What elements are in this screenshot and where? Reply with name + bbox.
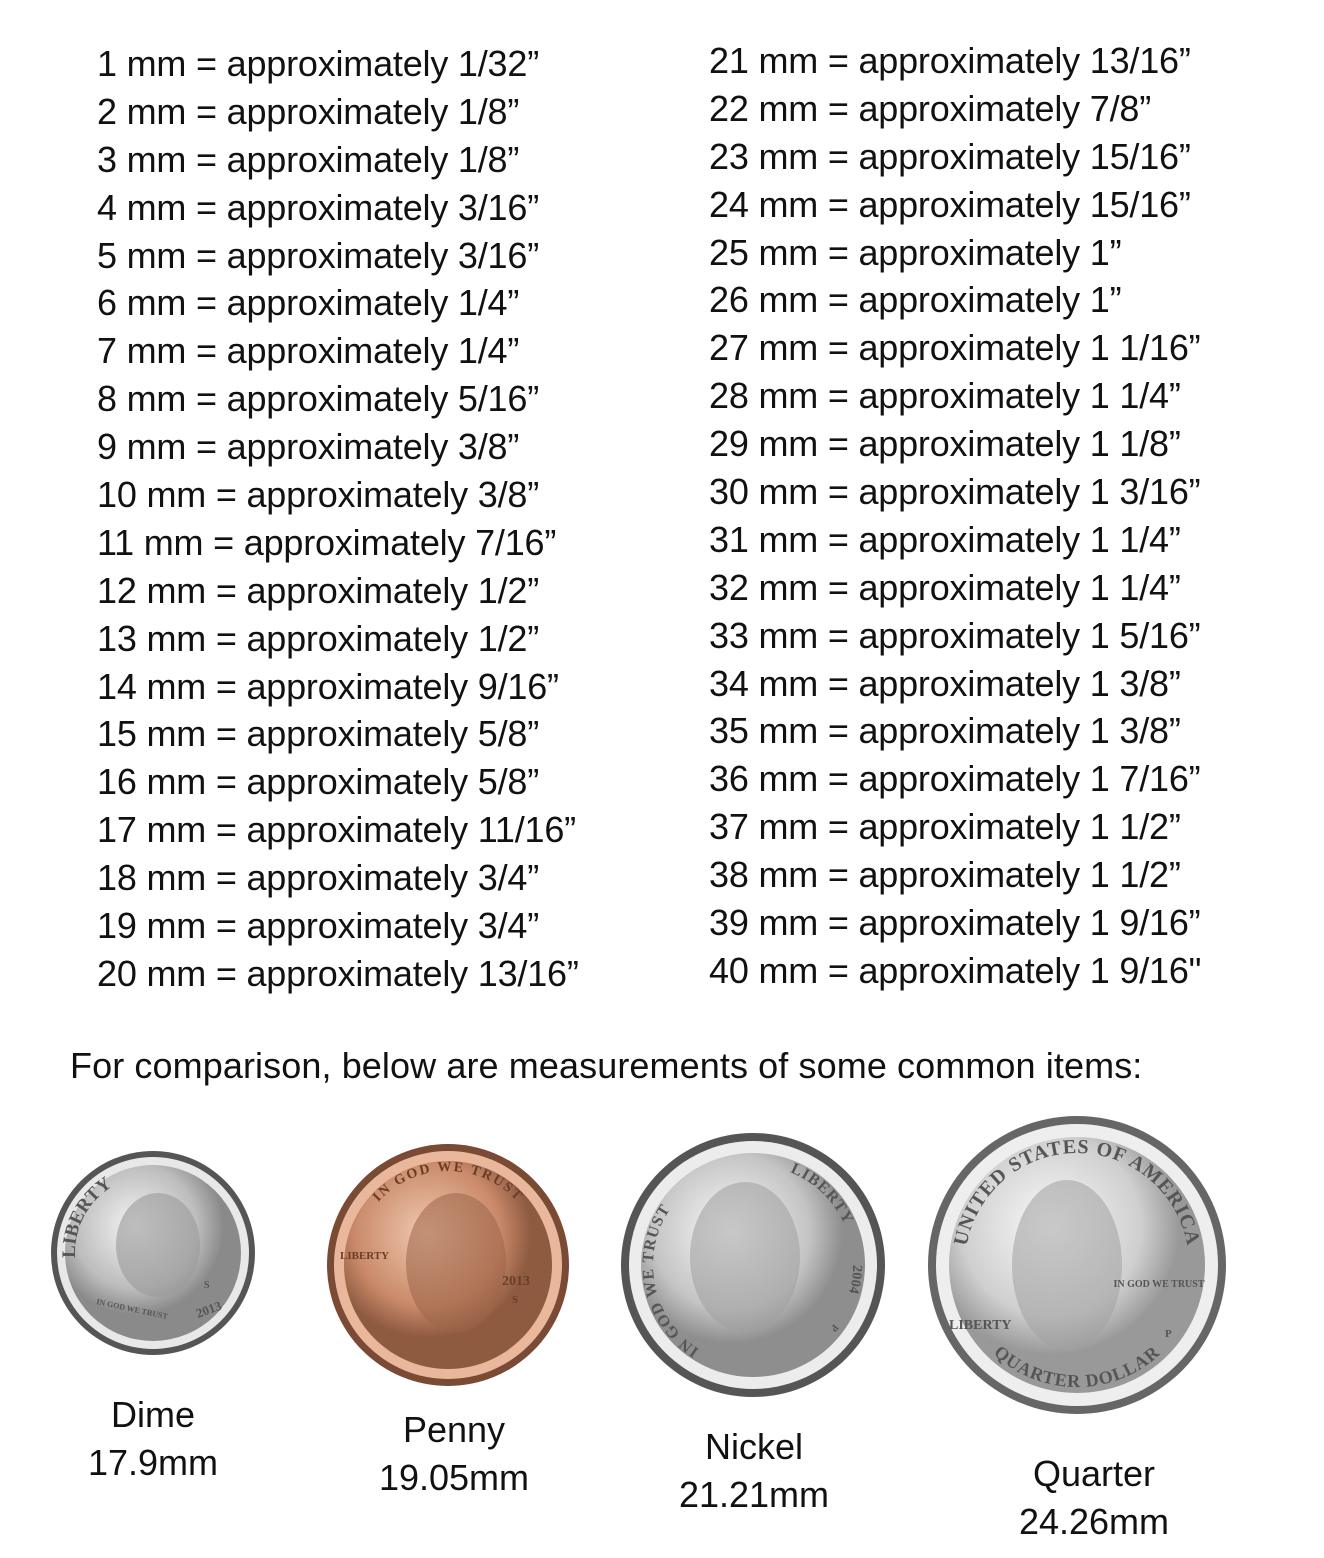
conversion-row: 17 mm = approximately 11/16” <box>97 809 576 851</box>
conversion-row: 14 mm = approximately 9/16” <box>97 665 559 707</box>
quarter-liberty-inscription: LIBERTY <box>949 1318 1012 1333</box>
conversion-list-right: 21 mm = approximately 13/16” 22 mm = appr… <box>709 37 1201 995</box>
conversion-row: 33 mm = approximately 1 5/16” <box>709 614 1201 656</box>
conversion-row: 13 mm = approximately 1/2” <box>97 617 539 659</box>
conversion-row: 25 mm = approximately 1” <box>709 231 1122 273</box>
quarter-motto-inscription: IN GOD WE TRUST <box>1113 1279 1204 1290</box>
comparison-heading: For comparison, below are measurements o… <box>70 1045 1143 1086</box>
conversion-row: 22 mm = approximately 7/8” <box>709 87 1151 129</box>
quarter-mint-mark: P <box>1165 1328 1172 1340</box>
conversion-row: 28 mm = approximately 1 1/4” <box>709 375 1181 417</box>
penny-image: IN GOD WE TRUST LIBERTY 2013 S <box>326 1143 570 1387</box>
conversion-row: 19 mm = approximately 3/4” <box>97 905 539 947</box>
coin-name: Nickel <box>704 1426 803 1467</box>
conversion-row: 16 mm = approximately 5/8” <box>97 761 539 803</box>
nickel-mint-mark: P <box>828 1322 840 1334</box>
conversion-row: 35 mm = approximately 1 3/8” <box>709 710 1181 752</box>
dime-mint-mark: S <box>204 1280 210 1291</box>
conversion-row: 15 mm = approximately 5/8” <box>97 713 539 755</box>
coin-size: 24.26mm <box>1018 1501 1170 1542</box>
penny-liberty-inscription: LIBERTY <box>340 1250 389 1262</box>
conversion-row: 39 mm = approximately 1 9/16” <box>709 902 1201 944</box>
conversion-row: 37 mm = approximately 1 1/2” <box>709 806 1181 848</box>
conversion-row: 32 mm = approximately 1 1/4” <box>709 566 1181 608</box>
conversion-row: 23 mm = approximately 15/16” <box>709 135 1191 177</box>
conversion-row: 31 mm = approximately 1 1/4” <box>709 518 1181 560</box>
conversion-row: 24 mm = approximately 15/16” <box>709 183 1191 225</box>
penny-mint-mark: S <box>512 1294 518 1306</box>
coin-name: Quarter <box>1032 1453 1156 1494</box>
conversion-row: 29 mm = approximately 1 1/8” <box>709 423 1181 465</box>
conversion-row: 9 mm = approximately 3/8” <box>97 426 520 468</box>
conversion-row: 5 mm = approximately 3/16” <box>97 234 539 276</box>
conversion-row: 3 mm = approximately 1/8” <box>97 138 520 180</box>
coin-name: Penny <box>402 1409 506 1450</box>
conversion-row: 2 mm = approximately 1/8” <box>97 90 520 132</box>
conversion-row: 10 mm = approximately 3/8” <box>97 474 539 516</box>
coin-size: 19.05mm <box>378 1457 530 1498</box>
quarter-image: UNITED STATES OF AMERICA IN GOD WE TRUST… <box>927 1115 1227 1415</box>
dime-label: Dime 17.9mm <box>3 1391 303 1487</box>
coin-size: 17.9mm <box>87 1442 219 1483</box>
coin-name: Dime <box>110 1394 195 1435</box>
conversion-list-left: 1 mm = approximately 1/32” 2 mm = approxi… <box>97 40 579 998</box>
conversion-row: 30 mm = approximately 1 3/16” <box>709 471 1201 513</box>
conversion-row: 38 mm = approximately 1 1/2” <box>709 854 1181 896</box>
conversion-row: 8 mm = approximately 5/16” <box>97 378 539 420</box>
conversion-row: 1 mm = approximately 1/32” <box>97 43 539 84</box>
penny-year: 2013 <box>502 1274 530 1289</box>
conversion-row: 4 mm = approximately 3/16” <box>97 186 539 228</box>
coin-size: 21.21mm <box>678 1474 830 1515</box>
conversion-row: 36 mm = approximately 1 7/16” <box>709 758 1201 800</box>
conversion-row: 11 mm = approximately 7/16” <box>97 521 557 563</box>
conversion-row: 21 mm = approximately 13/16” <box>709 40 1191 81</box>
conversion-row: 34 mm = approximately 1 3/8” <box>709 662 1181 704</box>
penny-label: Penny 19.05mm <box>304 1406 604 1502</box>
conversion-row: 7 mm = approximately 1/4” <box>97 330 520 372</box>
conversion-row: 18 mm = approximately 3/4” <box>97 857 539 899</box>
nickel-image: IN GOD WE TRUST LIBERTY 2004 P <box>620 1132 886 1398</box>
conversion-row: 26 mm = approximately 1” <box>709 279 1122 321</box>
nickel-label: Nickel 21.21mm <box>604 1423 904 1519</box>
conversion-row: 12 mm = approximately 1/2” <box>97 569 539 611</box>
dime-image: LIBERTY IN GOD WE TRUST 2013 S <box>50 1150 256 1356</box>
conversion-row: 40 mm = approximately 1 9/16" <box>709 949 1202 991</box>
conversion-row: 20 mm = approximately 13/16” <box>97 952 579 994</box>
conversion-row: 27 mm = approximately 1 1/16” <box>709 327 1201 369</box>
quarter-label: Quarter 24.26mm <box>944 1450 1244 1546</box>
conversion-row: 6 mm = approximately 1/4” <box>97 282 520 324</box>
